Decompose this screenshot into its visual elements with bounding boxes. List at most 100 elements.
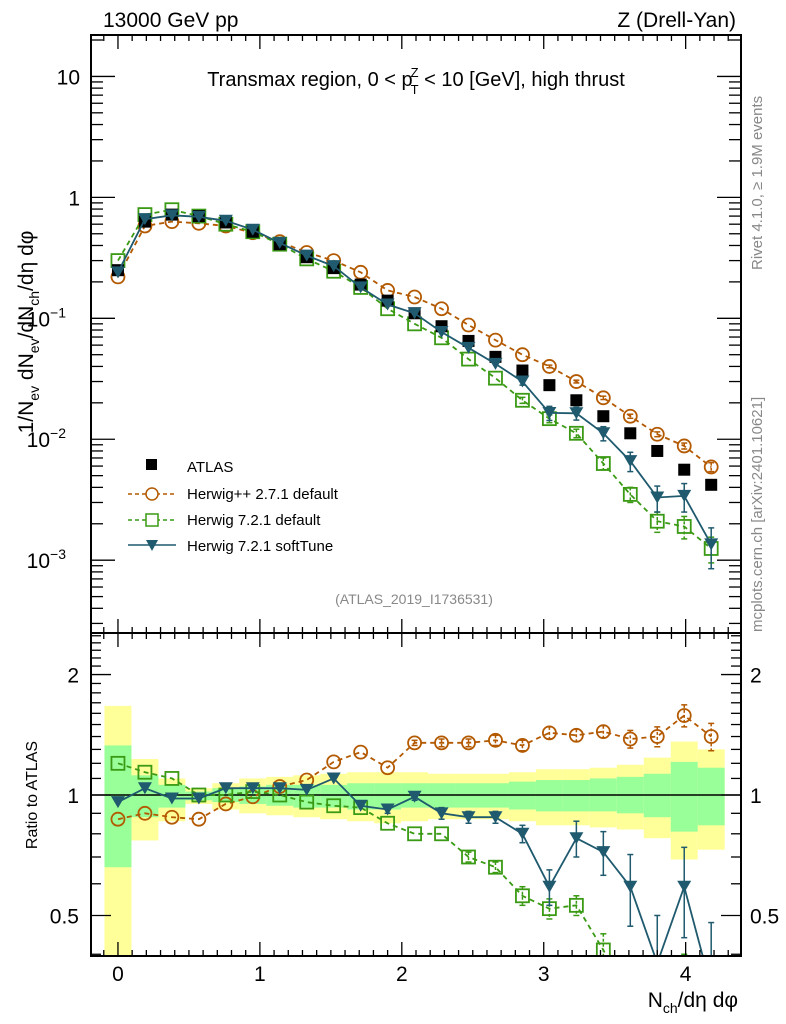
ratio-point-herwigpp [568,727,584,743]
main-point-atlas [597,410,610,423]
ratio-point-herwigpp [649,729,665,744]
main-point-herwig7_default [676,519,692,534]
ratio-point-herwig7_default [407,826,422,842]
main-point-herwigpp [488,332,503,348]
legend-entry-herwigpp[interactable]: Herwig++ 2.7.1 default [128,486,339,503]
legend: ATLAS Herwig++ 2.7.1 default Herwig 7.2.… [128,459,339,555]
ratio-point-herwig7_default [326,798,342,814]
main-y-tick-label: 10 [57,66,80,89]
ratio-point-herwigpp [407,735,422,751]
main-point-atlas [570,394,583,407]
x-tick-label: 1 [254,963,266,986]
analysis-watermark: (ATLAS_2019_I1736531) [335,591,493,607]
legend-label: Herwig 7.2.1 softTune [187,538,333,555]
ratio-point-herwig7_default [515,888,530,904]
legend-entry-atlas[interactable]: ATLAS [146,459,233,476]
x-tick-label: 2 [396,963,408,986]
tick-base: 10 [27,550,50,573]
ratio-point-herwig7_default [488,859,503,875]
ratio-point-herwig7_softtune [164,792,179,805]
legend-entry-herwig7-default[interactable]: Herwig 7.2.1 default [128,512,321,529]
ratio-axis-ticks [91,633,741,956]
ratio-point-herwig7_default [434,826,449,842]
ratio-point-herwig7_softtune [245,782,260,795]
main-point-herwig7_softtune [515,375,530,388]
ratio-point-herwigpp [515,738,530,753]
main-point-herwig7_softtune [461,341,476,354]
main-point-herwig7_default [622,486,638,502]
main-series-layer [110,202,719,570]
ratio-point-herwig7_softtune [515,827,530,840]
ratio-y-tick-label: 2 [67,665,79,688]
legend-entry-herwig7-softtune[interactable]: Herwig 7.2.1 softTune [128,538,333,555]
main-y-tick-label: 10−2 [27,425,67,452]
main-point-herwigpp [515,347,530,363]
band-inner-bin [670,761,698,832]
ratio-point-herwigpp [380,760,396,776]
ratio-point-herwig7_softtune [299,783,314,796]
ratio-point-herwig7_softtune [326,772,341,785]
ratio-point-herwigpp [461,735,476,751]
main-point-herwig7_default [595,456,611,471]
main-point-herwig7_softtune [245,223,260,236]
main-point-herwig7_softtune [623,455,638,468]
main-point-herwigpp [622,408,638,424]
ratio-point-herwig7_softtune [191,792,206,805]
ratio-point-herwig7_softtune [380,803,395,816]
main-series-herwig7_default [110,202,719,564]
main-series-atlas [111,208,718,491]
x-tick-labels: 0 1 2 3 4 [112,963,692,986]
main-point-herwig7_softtune [380,298,395,311]
main-point-herwigpp [407,289,422,305]
ratio-uncertainty-bands [104,705,725,956]
ratio-point-herwigpp [595,724,611,740]
ratio-point-herwig7_default [595,942,611,956]
main-point-herwig7_default [649,513,665,529]
main-point-herwig7_softtune [596,427,611,440]
main-point-herwig7_softtune [488,357,503,370]
ratio-point-herwig7_softtune [137,782,152,795]
x-tick-label: 4 [680,963,692,986]
ratio-point-herwig7_default [137,764,153,780]
legend-marker-open-square [145,513,159,527]
band-inner-bin [131,775,159,818]
ratio-point-herwig7_default [568,897,584,913]
main-point-atlas [651,444,664,457]
ratio-point-herwigpp [703,729,719,744]
legend-marker-filled-triangle-down [146,540,158,551]
beam-label: 13000 GeV pp [103,9,238,32]
main-point-herwig7_softtune [218,214,233,227]
ratio-point-herwigpp [488,732,503,748]
tick-exponent: −2 [50,425,66,441]
main-point-herwigpp [649,426,665,442]
main-point-herwig7_softtune [353,281,368,294]
ratio-y-tick-label: 1 [67,785,79,808]
ratio-point-herwig7_default [164,771,180,786]
x-tick-label: 0 [112,963,124,986]
ratio-point-herwig7_softtune [434,807,449,820]
ratio-point-herwigpp [622,731,638,747]
ratio-y-tick-label-right: 1 [750,785,762,808]
ratio-y-tick-label: 0.5 [50,905,79,928]
main-point-herwig7_default [488,370,503,386]
ratio-point-herwig7_softtune [218,782,233,795]
x-axis-label: Nch/dη dφ [648,989,738,1016]
main-point-herwig7_softtune [407,307,422,320]
legend-label: Herwig 7.2.1 default [187,512,321,529]
main-point-herwigpp [703,459,719,475]
process-label: Z (Drell-Yan) [617,9,736,32]
main-point-herwig7_default [568,425,584,441]
ratio-series-layer [110,704,719,956]
ratio-y-tick-labels-right: 210.5 [750,665,779,929]
ratio-point-herwigpp [218,796,234,812]
ratio-point-herwigpp [434,735,449,751]
main-point-herwig7_softtune [110,266,125,279]
ratio-point-herwig7_softtune [110,796,125,809]
legend-label: ATLAS [187,459,233,476]
main-point-herwig7_softtune [137,213,152,226]
main-point-atlas [516,364,529,377]
ratio-series-herwig7_default [110,755,688,956]
